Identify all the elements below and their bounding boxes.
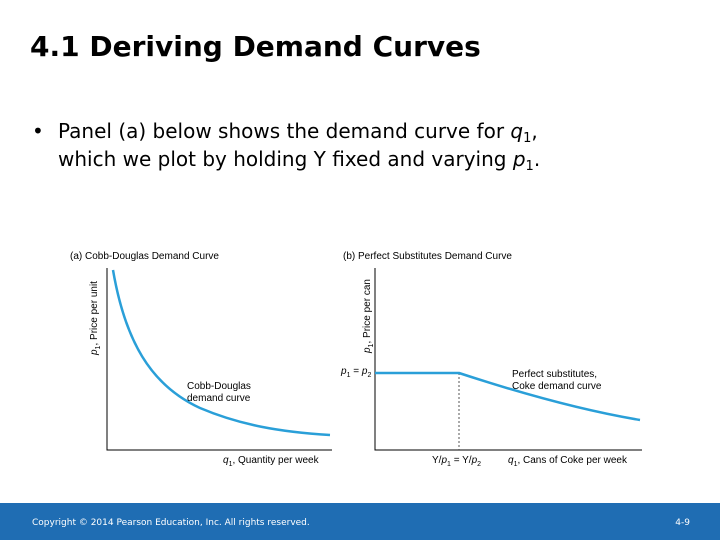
variable: p [440,455,447,466]
bullet-line: which we plot by holding Y fixed and var… [58,147,540,174]
bullet-line: Panel (a) below shows the demand curve f… [58,119,538,146]
curve-label: Cobb-Douglas [187,381,251,392]
demand-curve [111,269,331,437]
subscript: 2 [367,372,371,379]
y-axis-label: p1, Price per unit [89,281,102,356]
bullet-dot: • [32,119,44,143]
text-run: which we plot by holding Y fixed and var… [58,147,513,171]
variable: q [508,455,514,466]
variable: q [223,455,229,466]
text-run: = Y/ [451,455,472,466]
y-axis-label: p1, Price per can [362,279,375,354]
text-run: . [534,147,540,171]
variable: p [512,147,526,171]
panel-title: (a) Cobb-Douglas Demand Curve [70,251,219,262]
x-marker-label: Y/p1 = Y/p2 [432,455,481,468]
text-run: , Cans of Coke per week [517,455,627,466]
text-run: Panel (a) below shows the demand curve f… [58,119,510,143]
text-run: , Quantity per week [232,455,319,466]
copyright: Copyright © 2014 Pearson Education, Inc.… [32,518,310,528]
subscript: 1 [95,345,102,349]
variable: p [89,349,100,356]
curve-label: Coke demand curve [512,381,602,392]
text-run: = [350,366,361,377]
text-run: , Price per can [362,279,373,343]
subscript: 1 [526,159,534,174]
variable: p [361,366,368,377]
axes [374,268,642,451]
demand-curve [375,371,641,422]
text-run: , [531,119,537,143]
text-run: , Price per unit [89,281,100,346]
subscript: 1 [514,461,518,468]
text-run: Y/ [432,455,442,466]
variable: p [471,455,478,466]
subscript: 1 [368,343,375,347]
subscript: 1 [447,461,451,468]
curve-label: demand curve [187,393,251,404]
x-axis-label: q1, Cans of Coke per week [508,455,628,468]
footer-bar [0,503,720,540]
subscript: 2 [477,461,481,468]
axes [106,268,332,451]
x-axis-label: q1, Quantity per week [223,455,320,468]
subscript: 1 [523,131,531,146]
variable: p [362,347,373,354]
page-number: 4-9 [675,518,690,528]
curve-label: Perfect substitutes, [512,369,597,380]
subscript: 1 [347,372,351,379]
y-marker-label: p1 = p2 [340,366,371,379]
panel-title: (b) Perfect Substitutes Demand Curve [343,251,512,262]
slide-title: 4.1 Deriving Demand Curves [30,30,481,63]
variable: q [510,119,523,143]
variable: p [340,366,347,377]
subscript: 1 [229,461,233,468]
